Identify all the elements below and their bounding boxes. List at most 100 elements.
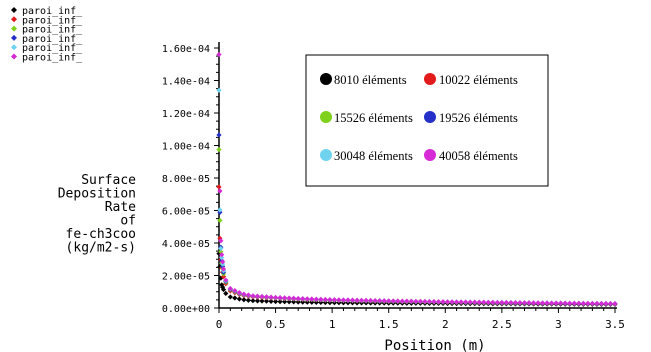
- data-point: [295, 299, 301, 305]
- data-point: [612, 301, 618, 307]
- data-point: [404, 298, 410, 304]
- data-point: [345, 297, 351, 303]
- data-point: [454, 299, 460, 305]
- inset-legend-label: 10022 éléments: [439, 73, 518, 87]
- x-tick-label: 1.5: [379, 318, 399, 331]
- data-point: [268, 298, 274, 304]
- data-point: [286, 295, 292, 301]
- inset-legend-marker: [320, 149, 332, 161]
- data-point: [481, 299, 487, 305]
- left-legend: paroi_inf_paroi_inf_paroi_inf_paroi_inf_…: [11, 6, 83, 64]
- x-tick-label: 3: [555, 318, 562, 331]
- y-axis-title-line: fe-ch3coo: [66, 227, 136, 242]
- series-2: [216, 184, 618, 307]
- data-point: [549, 300, 555, 306]
- data-point: [304, 296, 310, 302]
- data-point: [598, 300, 605, 307]
- data-point: [245, 297, 252, 303]
- data-point: [585, 300, 591, 306]
- data-point: [336, 297, 342, 303]
- data-point: [309, 296, 315, 302]
- data-point: [218, 238, 224, 244]
- data-point: [426, 298, 433, 305]
- data-point: [227, 294, 233, 300]
- data-point: [571, 300, 577, 306]
- legend-marker: [11, 34, 17, 41]
- data-point: [395, 298, 401, 304]
- x-tick-label: 0: [216, 318, 223, 331]
- data-point: [313, 296, 319, 302]
- data-point: [254, 298, 261, 304]
- data-point: [291, 299, 297, 305]
- legend-label: paroi_inf_: [22, 25, 83, 36]
- data-point: [494, 299, 500, 306]
- data-point: [220, 286, 227, 293]
- data-point: [594, 300, 600, 307]
- inset-legend-marker: [424, 149, 436, 161]
- data-point: [517, 300, 523, 306]
- data-point: [490, 299, 496, 305]
- data-point: [368, 297, 374, 304]
- data-point: [223, 277, 229, 283]
- data-points: [216, 51, 618, 308]
- data-point: [259, 298, 265, 304]
- data-point: [216, 146, 222, 153]
- data-point: [241, 297, 247, 303]
- legend-label: paroi_inf_: [22, 6, 83, 17]
- legend-label: paroi_inf_: [22, 15, 83, 26]
- data-point: [562, 300, 568, 306]
- data-point: [435, 299, 442, 305]
- data-point: [354, 297, 360, 303]
- data-point: [268, 294, 274, 300]
- data-point: [217, 188, 223, 194]
- x-tick-label: 2.5: [492, 318, 512, 331]
- data-point: [300, 296, 306, 302]
- data-point: [499, 299, 505, 306]
- inset-legend-label: 30048 éléments: [334, 149, 413, 163]
- data-point: [295, 295, 301, 302]
- inset-legend-marker: [320, 111, 332, 123]
- data-point: [476, 299, 482, 305]
- data-point: [327, 297, 333, 303]
- data-point: [381, 298, 387, 304]
- y-tick-label: 0.00e+00: [162, 304, 210, 315]
- data-point: [422, 298, 428, 305]
- data-point: [508, 299, 514, 306]
- data-point: [236, 290, 242, 296]
- data-point: [217, 217, 223, 224]
- data-point: [220, 266, 227, 272]
- data-point: [218, 245, 224, 252]
- data-point: [282, 299, 288, 305]
- data-point: [399, 298, 405, 304]
- inset-legend-marker: [320, 73, 332, 85]
- data-point: [512, 300, 519, 306]
- data-point: [372, 297, 378, 304]
- data-point: [282, 295, 288, 301]
- data-point: [444, 299, 451, 305]
- data-point: [259, 293, 265, 300]
- y-tick-label: 2.00e-05: [162, 272, 210, 283]
- data-point: [340, 297, 347, 303]
- data-point: [576, 300, 582, 306]
- data-point: [216, 51, 222, 58]
- data-point: [232, 287, 238, 294]
- data-point: [277, 295, 283, 301]
- data-point: [220, 273, 227, 280]
- y-axis-title-line: of: [120, 214, 136, 229]
- data-point: [216, 87, 222, 93]
- y-tick-label: 1.60e-04: [162, 44, 210, 55]
- inset-legend-label: 19526 éléments: [439, 111, 518, 125]
- data-point: [503, 299, 509, 306]
- data-point: [349, 297, 356, 303]
- inset-legend-label: 8010 éléments: [334, 73, 407, 87]
- data-point: [358, 297, 365, 303]
- data-point: [363, 297, 369, 303]
- y-tick-label: 1.40e-04: [162, 77, 210, 88]
- data-point: [219, 252, 225, 258]
- data-point: [390, 298, 396, 304]
- legend-marker: [11, 53, 17, 60]
- data-point: [417, 298, 423, 304]
- data-point: [216, 132, 222, 138]
- data-point: [440, 299, 446, 305]
